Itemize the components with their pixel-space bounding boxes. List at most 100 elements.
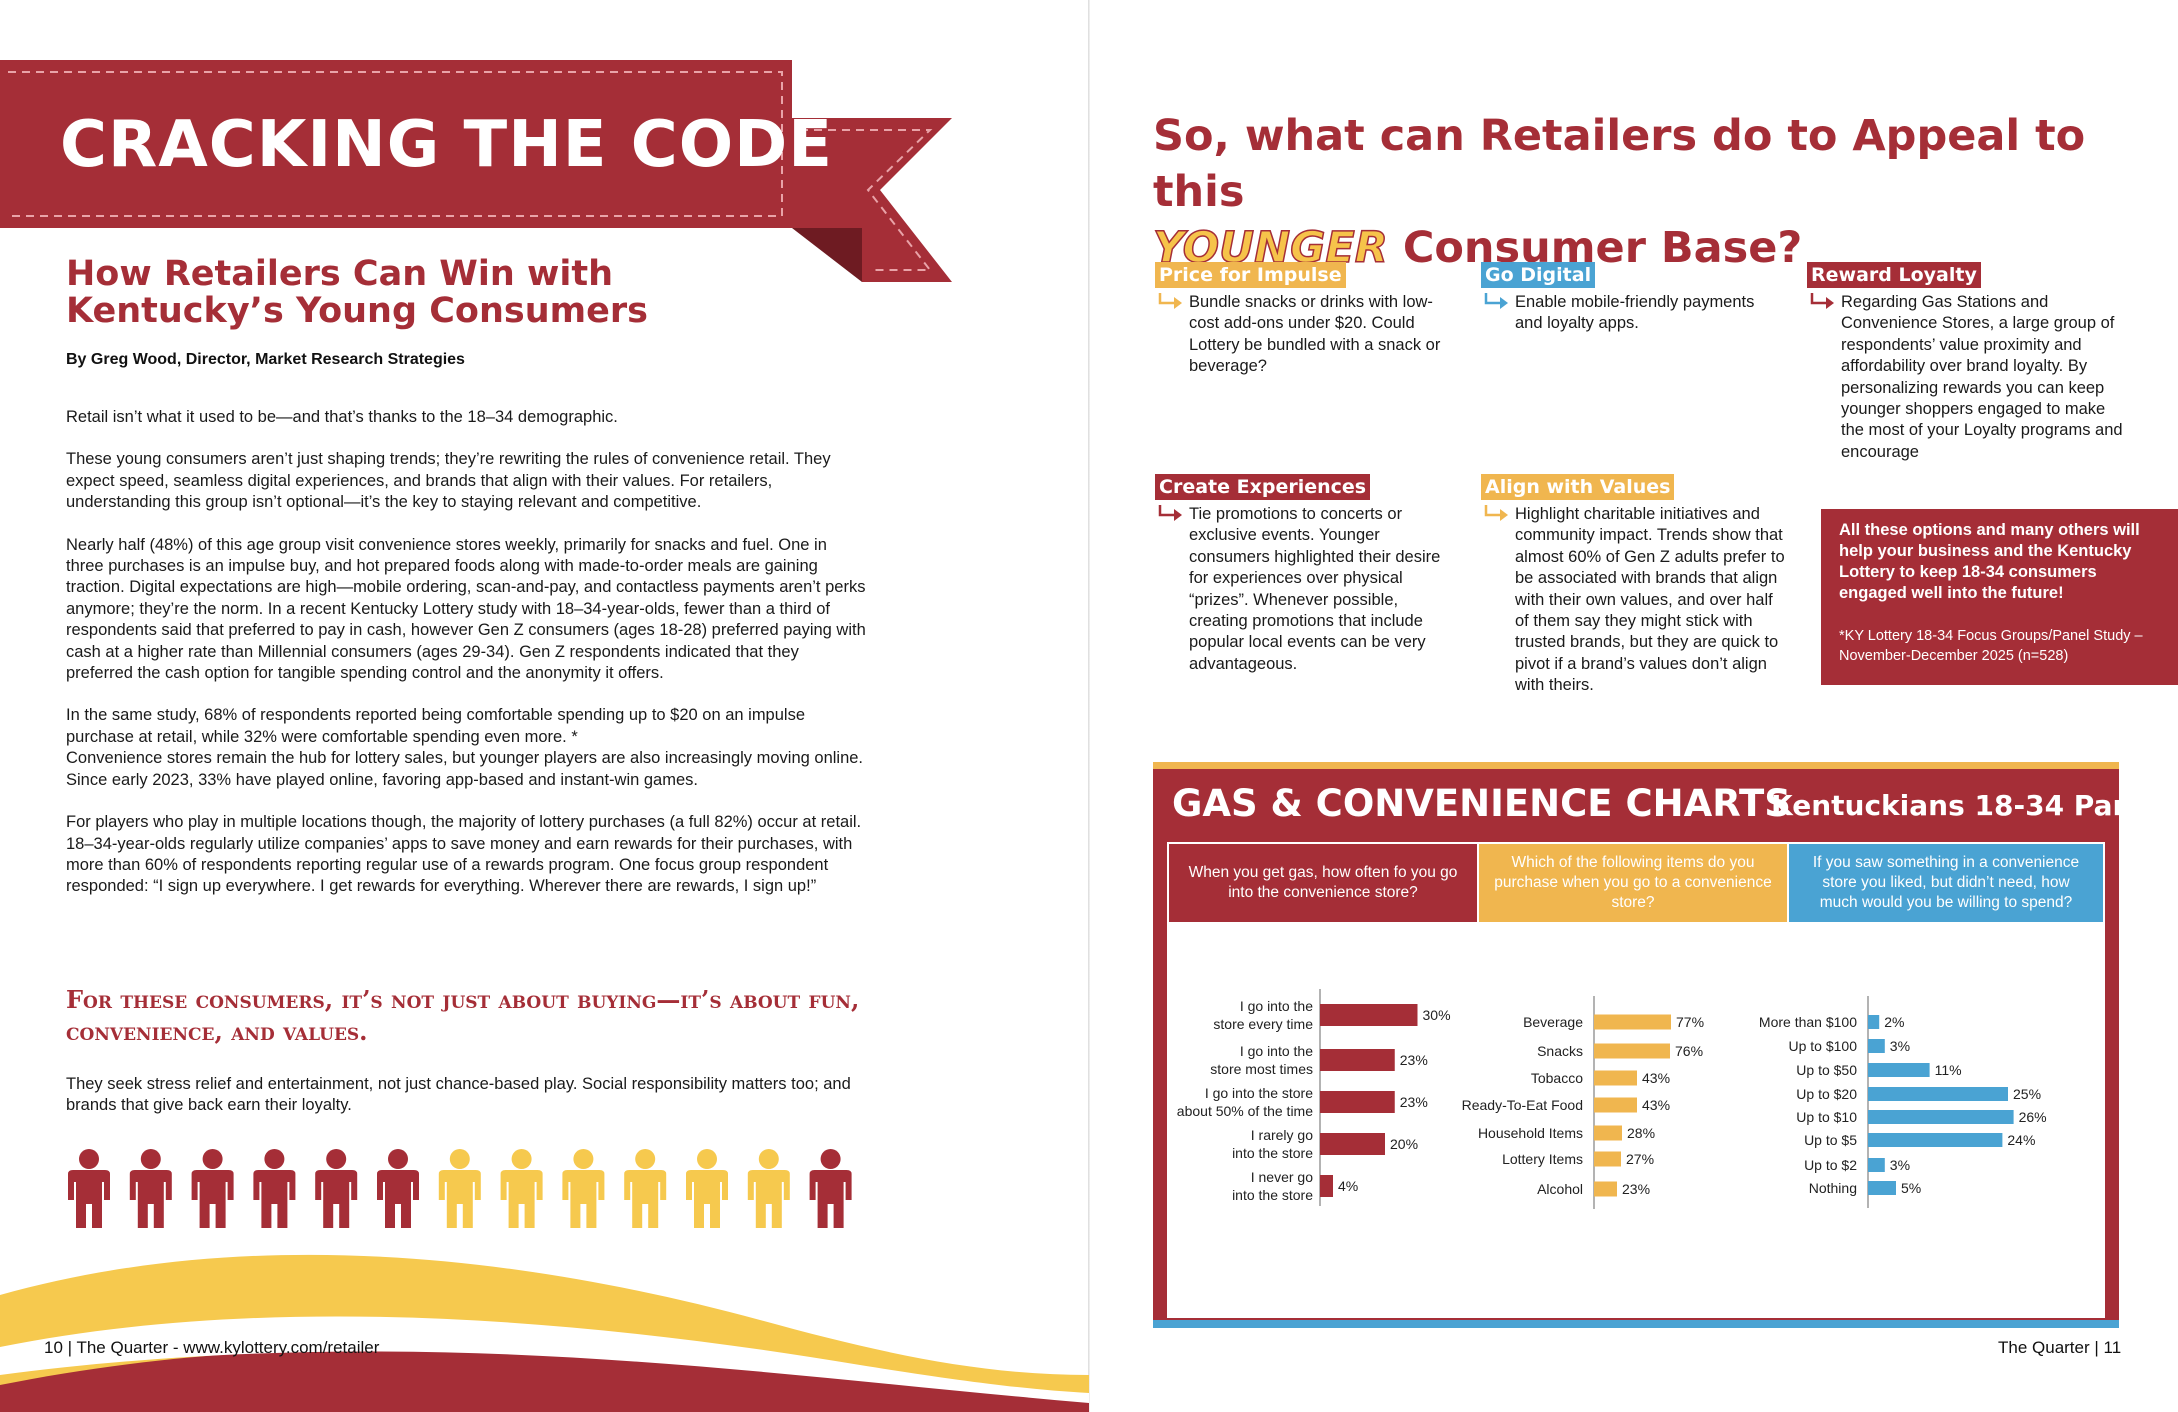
category-label: Up to $100 <box>1789 1038 1858 1054</box>
decorative-swoosh <box>0 1254 1089 1412</box>
callout-text: All these options and many others will h… <box>1839 521 2140 602</box>
bar-value-label: 23% <box>1622 1181 1650 1197</box>
pull-quote: For these consumers, it’s not just about… <box>66 985 860 1046</box>
tip-label: Reward Loyalty <box>1807 262 1981 288</box>
chart-bar <box>1868 1110 2014 1124</box>
panel-title: GAS & CONVENIENCE CHARTS <box>1172 782 1791 825</box>
person-icon <box>129 1149 172 1228</box>
right-headline: So, what can Retailers do to Appeal to t… <box>1152 108 2153 276</box>
bar-value-label: 25% <box>2013 1086 2041 1102</box>
person-icon <box>253 1149 296 1228</box>
category-label: Up to $10 <box>1796 1109 1857 1125</box>
category-label: I go into the store about 50% of the time <box>1177 1085 1313 1119</box>
bar-value-label: 27% <box>1626 1151 1654 1167</box>
chart-bar <box>1320 1004 1418 1026</box>
closing-paragraph: They seek stress relief and entertainmen… <box>66 1075 851 1115</box>
bar-value-label: 23% <box>1400 1052 1428 1068</box>
tip-label: Price for Impulse <box>1155 262 1346 288</box>
bar-value-label: 30% <box>1423 1007 1451 1023</box>
tip-create-experiences: Create Experiences Tie promotions to con… <box>1155 474 1455 675</box>
category-label: Up to $20 <box>1796 1086 1857 1102</box>
category-label: Household Items <box>1478 1125 1583 1141</box>
chart-1: 30% I go into the store every time 23% I go … <box>1177 989 1451 1206</box>
paragraph: Convenience stores remain the hub for lo… <box>66 749 864 789</box>
person-icon <box>624 1149 667 1228</box>
chart-2: 77% Beverage 76% Snacks 43% Tobacco 43% Ready-T… <box>1462 996 1704 1209</box>
article-subtitle: How Retailers Can Win with Kentucky’s Yo… <box>66 256 966 330</box>
bar-value-label: 26% <box>2019 1109 2047 1125</box>
chart-bar <box>1320 1175 1333 1197</box>
tip-text: Highlight charitable initiatives and com… <box>1515 505 1785 695</box>
paragraph: Retail isn’t what it used to be—and that… <box>66 408 618 426</box>
bar-value-label: 3% <box>1890 1157 1910 1173</box>
bar-value-label: 77% <box>1676 1014 1704 1030</box>
folio-right: The Quarter | 11 <box>1998 1338 2122 1357</box>
person-icon <box>68 1149 110 1228</box>
chart-bar <box>1868 1039 1885 1053</box>
category-label: I never go into the store <box>1232 1169 1313 1203</box>
chart-bar <box>1868 1087 2008 1101</box>
folio-left: 10 | The Quarter - www.kylottery.com/ret… <box>44 1338 380 1357</box>
arrow-icon <box>1810 293 1834 309</box>
tip-text: Tie promotions to concerts or exclusive … <box>1189 505 1441 673</box>
subtitle-line-2: Kentucky’s Young Consumers <box>66 291 648 331</box>
chart-bar <box>1868 1133 2003 1147</box>
callout-footnote: *KY Lottery 18-34 Focus Groups/Panel Stu… <box>1839 628 2143 664</box>
chart-1-header: When you get gas, how often fo you go in… <box>1169 844 1477 922</box>
chart-bar <box>1868 1063 1930 1077</box>
person-icon <box>315 1149 358 1228</box>
category-label: Nothing <box>1809 1180 1857 1196</box>
bar-value-label: 2% <box>1884 1014 1904 1030</box>
byline: By Greg Wood, Director, Market Research … <box>66 351 465 368</box>
paragraph: For players who play in multiple locatio… <box>66 813 862 896</box>
chart-bar <box>1320 1091 1395 1113</box>
bar-value-label: 24% <box>2007 1132 2035 1148</box>
paragraph: In the same study, 68% of respondents re… <box>66 706 806 746</box>
person-icon <box>809 1149 852 1228</box>
category-label: Snacks <box>1537 1043 1583 1059</box>
people-icons-row <box>68 1149 852 1228</box>
bar-value-label: 5% <box>1901 1180 1921 1196</box>
bar-value-label: 23% <box>1400 1094 1428 1110</box>
tip-text: Enable mobile-friendly payments and loya… <box>1515 293 1755 333</box>
tip-text: Bundle snacks or drinks with low-cost ad… <box>1189 293 1441 376</box>
title-banner <box>0 60 952 282</box>
tip-label: Go Digital <box>1481 262 1596 288</box>
chart-bar <box>1868 1015 1880 1029</box>
category-label: I go into the store most times <box>1210 1043 1313 1077</box>
bar-value-label: 43% <box>1642 1097 1670 1113</box>
person-icon <box>747 1149 790 1228</box>
paragraph: Nearly half (48%) of this age group visi… <box>66 535 866 683</box>
chart-bar <box>1594 1181 1617 1197</box>
category-label: I go into the store every time <box>1213 998 1313 1032</box>
chart-bar <box>1594 1043 1670 1059</box>
headline-line-2-rest: Consumer Base? <box>1387 223 1803 273</box>
chart-bar <box>1594 1097 1637 1113</box>
person-icon <box>377 1149 419 1228</box>
chart-bar <box>1868 1158 1885 1172</box>
category-label: I rarely go into the store <box>1232 1127 1313 1161</box>
callout-box <box>1821 509 2178 685</box>
category-label: Alcohol <box>1537 1181 1583 1197</box>
bar-value-label: 43% <box>1642 1070 1670 1086</box>
tip-text: Regarding Gas Stations and Convenience S… <box>1841 293 2123 461</box>
person-icon <box>191 1149 234 1228</box>
panel-subtitle: Kentuckians 18-34 Panel <box>1771 789 2161 822</box>
article-body: Retail isn’t what it used to be—and that… <box>66 407 866 919</box>
headline-line-1: So, what can Retailers do to Appeal to t… <box>1153 111 2086 217</box>
chart-3-header: If you saw something in a convenience st… <box>1789 844 2103 922</box>
arrow-icon <box>1484 293 1508 309</box>
category-label: Beverage <box>1523 1014 1583 1030</box>
tip-reward-loyalty: Reward Loyalty Regarding Gas Stations an… <box>1807 262 2127 463</box>
panel-bottom-border <box>1153 1320 2119 1328</box>
bar-value-label: 28% <box>1627 1125 1655 1141</box>
bar-value-label: 11% <box>1935 1062 1962 1078</box>
chart-bar <box>1320 1133 1385 1155</box>
bar-value-label: 20% <box>1390 1136 1418 1152</box>
subtitle-line-1: How Retailers Can Win with <box>66 254 613 294</box>
chart-bar <box>1594 1014 1671 1030</box>
category-label: Ready-To-Eat Food <box>1462 1097 1583 1113</box>
bar-value-label: 4% <box>1338 1178 1358 1194</box>
category-label: Up to $50 <box>1796 1062 1857 1078</box>
person-icon <box>562 1149 605 1228</box>
